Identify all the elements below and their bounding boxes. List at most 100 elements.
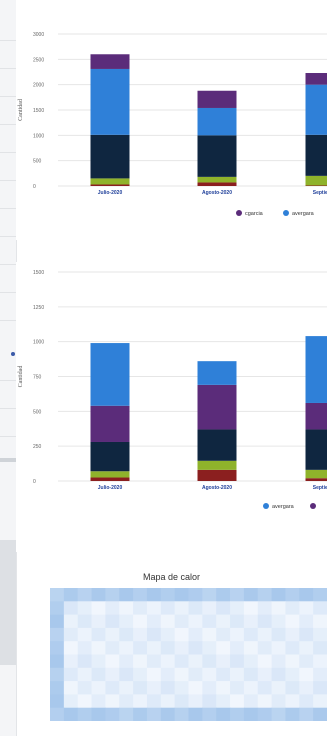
heatmap-cell: [50, 667, 65, 682]
x-tick-label: Septiembr: [313, 190, 327, 196]
heatmap-cell: [285, 601, 300, 616]
heatmap-cell: [188, 601, 203, 616]
heatmap-cell: [91, 641, 106, 655]
heatmap-cell: [119, 614, 134, 629]
heatmap-cell: [63, 588, 79, 602]
heatmap-cell: [202, 654, 217, 669]
heatmap-cell: [285, 654, 300, 669]
heatmap-cell: [257, 601, 273, 616]
sidebar-band: [0, 458, 16, 462]
y-tick-label: 2500: [33, 57, 44, 63]
sidebar-divider: [0, 152, 16, 153]
bar-segment-series: [197, 135, 237, 177]
y-tick-label: 0: [33, 479, 36, 485]
heatmap-cell: [285, 588, 300, 602]
heatmap-cell: [133, 641, 148, 655]
bar-segment-series: [90, 134, 130, 179]
sidebar-marker: [11, 352, 15, 356]
heatmap-cell: [230, 707, 245, 722]
bar-segment-series: [197, 469, 237, 481]
heatmap-cell: [313, 601, 327, 616]
sidebar-panel: [0, 540, 16, 665]
heatmap-cell: [63, 681, 79, 695]
heatmap-cell: [216, 694, 231, 709]
heatmap-cell: [174, 694, 189, 709]
y-axis-label: Cantidad: [18, 366, 24, 388]
heatmap-cell: [77, 641, 93, 655]
left-sidebar: [0, 0, 17, 736]
chart-panel-1: 3000 2500 2000 1500 1000 500 0 Cantidad Julio-20…: [16, 0, 327, 240]
heatmap-cell: [160, 694, 176, 709]
stacked-bar-chart-1: 3000 2500 2000 1500 1000 500 0 Cantidad Julio-20…: [18, 32, 327, 217]
heatmap-cell: [299, 588, 314, 602]
heatmap-cell: [146, 681, 162, 695]
heatmap-cell: [50, 588, 65, 602]
heatmap-cell: [174, 588, 189, 602]
heatmap-cell: [50, 681, 65, 695]
heatmap-cell: [63, 707, 79, 722]
heatmap-cell: [160, 588, 176, 602]
y-tick-label: 3000: [33, 32, 44, 38]
heatmap-cell: [188, 588, 203, 602]
heatmap-cell: [216, 588, 231, 602]
heatmap-cell: [174, 627, 189, 642]
heatmap-cell: [285, 707, 300, 722]
bar-segment-series: [197, 384, 237, 430]
heatmap-cell: [119, 641, 134, 655]
heatmap-cell: [243, 614, 259, 629]
heatmap-cell: [50, 694, 65, 709]
x-tick-label: Julio-2020: [98, 190, 123, 196]
heatmap-cell: [188, 627, 203, 642]
heatmap-cell: [243, 681, 259, 695]
heatmap-cell: [257, 654, 273, 669]
heatmap-cell: [285, 627, 300, 642]
sidebar-divider: [0, 436, 16, 437]
heatmap-cell: [160, 614, 176, 629]
heatmap-cell: [119, 681, 134, 695]
heatmap-cell: [105, 667, 120, 682]
x-tick-label: Julio-2020: [98, 485, 123, 491]
heatmap-cell: [119, 627, 134, 642]
heatmap-cell: [77, 614, 93, 629]
heatmap: [50, 588, 327, 722]
bar-segment-avergara: [197, 107, 237, 136]
bar-segment-series: [305, 185, 327, 186]
y-tick-label: 1000: [33, 340, 44, 346]
legend-marker: [283, 210, 289, 216]
heatmap-cell: [133, 588, 148, 602]
heatmap-cell: [257, 614, 273, 629]
heatmap-cell: [188, 654, 203, 669]
heatmap-cell: [119, 667, 134, 682]
sidebar-divider: [0, 236, 16, 237]
heatmap-cell: [63, 627, 79, 642]
heatmap-cell: [63, 601, 79, 616]
heatmap-cell: [202, 588, 217, 602]
sidebar-divider: [0, 264, 16, 265]
heatmap-cell: [313, 588, 327, 602]
heatmap-cell: [188, 694, 203, 709]
heatmap-cell: [174, 614, 189, 629]
heatmap-cell: [77, 588, 93, 602]
heatmap-cell: [63, 654, 79, 669]
heatmap-cell: [91, 681, 106, 695]
heatmap-cell: [271, 601, 286, 616]
heatmap-cell: [133, 654, 148, 669]
bar-segment-series: [90, 184, 130, 186]
heatmap-cell: [91, 654, 106, 669]
heatmap-cell: [285, 681, 300, 695]
y-axis-label: Cantidad: [18, 99, 24, 121]
heatmap-cell: [285, 667, 300, 682]
heatmap-cell: [299, 694, 314, 709]
heatmap-cell: [216, 681, 231, 695]
heatmap-cell: [299, 641, 314, 655]
heatmap-cell: [160, 681, 176, 695]
sidebar-divider: [0, 320, 16, 321]
heatmap-cell: [202, 681, 217, 695]
heatmap-cell: [271, 627, 286, 642]
heatmap-cell: [119, 654, 134, 669]
heatmap-cell: [216, 654, 231, 669]
heatmap-cell: [257, 667, 273, 682]
heatmap-cell: [230, 614, 245, 629]
heatmap-cell: [188, 641, 203, 655]
heatmap-cell: [313, 694, 327, 709]
